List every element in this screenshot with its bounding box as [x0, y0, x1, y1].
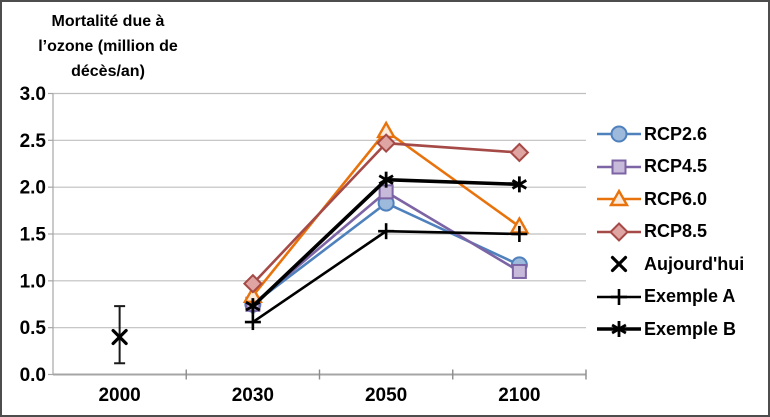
series-rcp8-5: [242, 133, 530, 294]
x-tick-label: 2100: [498, 385, 540, 406]
legend-item-rcp8-5: RCP8.5: [596, 216, 768, 249]
chart-title-line: l’ozone (million de: [38, 38, 178, 55]
legend-label: Exemple B: [644, 318, 737, 339]
legend-item-rcp2-6: RCP2.6: [596, 118, 768, 151]
diamond-marker-icon: [597, 221, 641, 242]
series-exemple-b: [245, 171, 527, 315]
y-tick-label: 1.5: [20, 225, 47, 246]
legend: RCP2.6 RCP4.5 RCP6.0 RCP8.5 Aujourd'hui Exemp…: [596, 118, 768, 346]
legend-label: RCP6.0: [644, 188, 708, 209]
legend-item-rcp4-5: RCP4.5: [596, 151, 768, 184]
triangle-marker-icon: [597, 188, 641, 207]
legend-item-exemple-a: Exemple A: [596, 281, 768, 314]
x-tick-label: 2030: [232, 385, 274, 406]
y-tick-label: 2.0: [20, 178, 46, 199]
chart-title-line: décès/an): [71, 63, 145, 80]
y-tick-label: 3.0: [20, 84, 46, 105]
y-tick-label: 0.5: [20, 318, 47, 339]
y-tick-label: 0.0: [20, 365, 46, 386]
y-tick-label: 1.0: [20, 271, 46, 292]
circle-marker-icon: [597, 125, 641, 143]
x-tick-label: 2000: [98, 385, 140, 406]
plus-marker-icon: [597, 288, 641, 305]
series-aujourd-hui: [111, 305, 128, 365]
x-axis-ticks: [185, 369, 587, 380]
x-marker-icon: [610, 256, 628, 273]
chart-title: Mortalité due à l’ozone (million de décè…: [8, 9, 208, 84]
series-exemple-a: [244, 223, 528, 331]
legend-label: Aujourd'hui: [644, 253, 745, 274]
y-tick-label: 2.5: [20, 131, 47, 152]
legend-label: RCP4.5: [644, 156, 708, 177]
legend-label: Exemple A: [644, 286, 736, 307]
asterisk-marker-icon: [597, 321, 641, 338]
y-axis-labels: 3.0 2.5 2.0 1.5 1.0 0.5 0.0: [20, 84, 47, 386]
legend-item-exemple-b: Exemple B: [596, 313, 768, 346]
square-marker-icon: [597, 159, 641, 175]
legend-label: RCP2.6: [644, 123, 708, 144]
chart-title-line: Mortalité due à: [51, 13, 165, 30]
legend-item-aujourd-hui: Aujourd'hui: [596, 248, 768, 281]
legend-label: RCP8.5: [644, 221, 708, 242]
legend-item-rcp6-0: RCP6.0: [596, 183, 768, 216]
x-axis-labels: 2000 2030 2050 2100: [98, 385, 540, 406]
x-tick-label: 2050: [365, 385, 407, 406]
error-bar: [114, 305, 126, 365]
